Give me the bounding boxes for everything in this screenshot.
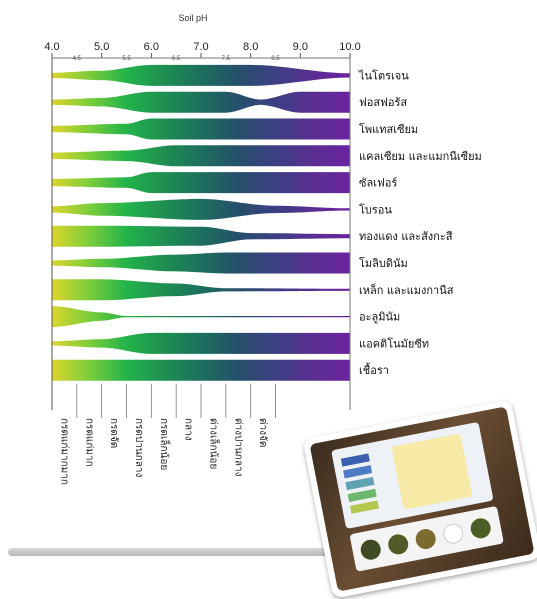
nutrient-label: เชื้อรา (359, 362, 389, 377)
nutrient-band (52, 145, 350, 167)
acidity-class-label: กรดเล็กน้อย (158, 418, 172, 470)
nutrient-label: ฟอสฟอรัส (359, 96, 407, 109)
nutrient-label: โพแทสเซียม (359, 122, 418, 136)
x-tick-label: 10.0 (339, 41, 360, 53)
x-minor-tick-label: 6.5 (172, 56, 181, 62)
x-minor-tick-label: 7.5 (222, 56, 231, 62)
x-minor-tick-label: 4.5 (73, 56, 82, 62)
color-swatch (349, 500, 379, 514)
x-tick-label: 9.0 (293, 41, 308, 53)
nutrient-band (52, 332, 350, 354)
nutrient-band (52, 359, 350, 381)
nutrient-label: เหล็ก และแมงกานีส (359, 283, 454, 297)
color-swatch (347, 488, 377, 502)
nutrient-band (52, 172, 350, 194)
sample-well (468, 516, 493, 541)
x-tick-label: 4.0 (44, 41, 59, 53)
nutrient-band (52, 306, 350, 328)
nutrient-band (52, 198, 350, 220)
x-minor-tick-label: 5.5 (122, 56, 131, 62)
shadow-divider (8, 548, 353, 556)
acidity-class-label: กรดปานกลาง (133, 418, 144, 478)
nutrient-label: โบรอน (359, 202, 392, 216)
acidity-class-label: ด่างเล็กน้อย (207, 418, 221, 469)
nutrient-label: ซัลเฟอร์ (359, 177, 397, 190)
x-tick-label: 5.0 (94, 41, 109, 53)
nutrient-label: ไนโตรเจน (358, 68, 409, 82)
nutrient-band (52, 225, 350, 247)
nutrient-band (52, 252, 350, 274)
nutrient-label: แคลเซียม และแมกนีเซียม (359, 150, 482, 163)
nutrient-band (52, 279, 350, 301)
nutrient-label: ทองแดง และสังกะสี (359, 230, 453, 243)
kit-label (391, 433, 473, 510)
acidity-class-label: กรดจัด (108, 418, 119, 448)
x-tick-label: 8.0 (243, 41, 258, 53)
nutrient-band (52, 64, 350, 86)
photo-content (309, 406, 535, 592)
x-tick-label: 6.0 (144, 41, 159, 53)
sample-well (441, 521, 465, 546)
color-swatch (340, 453, 370, 467)
x-tick-label: 7.0 (193, 41, 208, 53)
nutrient-label: แอคติโนมัยซีท (359, 336, 429, 350)
nutrient-band (52, 118, 350, 140)
acidity-class-label: กรดแก่มาก (83, 418, 94, 467)
acidity-class-label: กลาง (183, 418, 194, 441)
sample-well (359, 537, 383, 562)
nutrient-label: โมลิบดินัม (359, 256, 408, 270)
nutrient-band (52, 91, 350, 113)
x-minor-tick-label: 8.5 (271, 56, 280, 62)
color-swatch (345, 476, 375, 491)
acidity-class-label: กรดแก่มากมาก (58, 418, 69, 485)
nutrient-label: อะลูมินัม (359, 311, 400, 324)
sample-well (413, 527, 438, 551)
acidity-class-label: ด่างจัด (257, 418, 268, 447)
chart-title: Soil pH (178, 13, 207, 23)
color-swatch (343, 465, 373, 479)
acidity-class-label: ด่างปานกลาง (232, 418, 243, 477)
sample-well (386, 532, 410, 557)
